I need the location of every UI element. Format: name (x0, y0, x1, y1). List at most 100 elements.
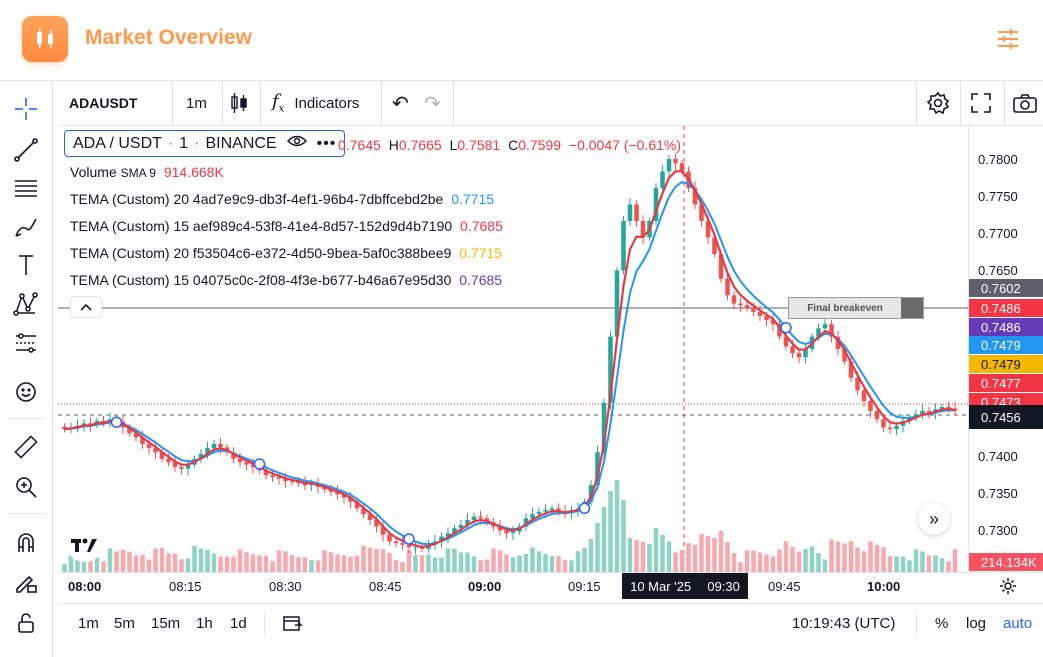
tradingview-logo[interactable] (66, 528, 104, 562)
price-tag: 0.7479 (969, 336, 1043, 354)
volume-bar (504, 554, 509, 572)
indicator-value: 0.7715 (451, 191, 495, 207)
interval-button[interactable]: 1m (186, 94, 207, 112)
indicator-row[interactable]: TEMA (Custom) 15 aef989c4-53f8-41e4-8d57… (70, 218, 503, 234)
auto-toggle[interactable]: auto (1003, 615, 1033, 632)
indicator-row[interactable]: TEMA (Custom) 20 4ad7e9c9-db3f-4ef1-96b4… (70, 191, 494, 207)
brush-icon[interactable] (10, 211, 42, 243)
range-1d[interactable]: 1d (230, 615, 247, 632)
date-range-icon[interactable] (283, 614, 303, 637)
signal-marker (578, 502, 591, 515)
forecast-icon[interactable] (10, 327, 42, 359)
volume-bar (224, 556, 230, 572)
indicators-button[interactable]: fx Indicators (272, 81, 359, 125)
volume-bar (829, 539, 834, 572)
volume-bar (413, 555, 418, 572)
time-axis[interactable] (58, 572, 1043, 602)
range-1m[interactable]: 1m (78, 615, 99, 632)
volume-bar (686, 543, 691, 572)
volume-bar (582, 547, 587, 572)
volume-bar (718, 531, 724, 572)
volume-bar (816, 553, 821, 572)
volume-bar (803, 549, 808, 572)
range-5m[interactable]: 5m (114, 615, 135, 632)
zoom-in-icon[interactable] (10, 471, 42, 503)
candle-body (536, 511, 542, 515)
eye-icon[interactable] (286, 134, 307, 153)
indicator-value: 0.7715 (459, 245, 503, 261)
camera-icon[interactable] (1012, 81, 1038, 125)
volume-bar (133, 555, 139, 572)
interval-label: 1 (179, 134, 189, 152)
candle-body (653, 187, 659, 221)
candle-body (751, 307, 756, 312)
volume-bar (315, 560, 321, 572)
text-icon[interactable] (10, 249, 42, 281)
lock-icon[interactable] (10, 607, 42, 639)
candle-body (926, 410, 932, 413)
volume-bar (725, 542, 730, 572)
volume-bar (62, 564, 67, 572)
fib-retracement-icon[interactable] (10, 172, 42, 204)
range-1h[interactable]: 1h (196, 615, 213, 632)
volume-bar (263, 555, 269, 572)
gear-icon[interactable] (926, 81, 950, 125)
log-toggle[interactable]: log (966, 615, 987, 632)
candle-body (822, 324, 828, 329)
price-chart[interactable] (58, 126, 968, 572)
toolbar-divider (916, 612, 917, 636)
price-tag: 0.7486 (969, 299, 1043, 317)
candle-body (296, 481, 301, 483)
candle-body (452, 528, 457, 534)
volume-bar (796, 551, 802, 572)
volume-bar (835, 541, 841, 572)
chart-pane[interactable] (58, 126, 968, 572)
volume-bar (393, 560, 399, 572)
candle-body (361, 508, 366, 515)
candle-body (692, 187, 698, 205)
candle-body (62, 426, 67, 430)
indicator-row[interactable]: TEMA (Custom) 20 f53504c6-e372-4d50-9bea… (70, 245, 502, 261)
toolbar-divider (916, 81, 917, 125)
candle-body (614, 270, 620, 337)
ruler-icon[interactable] (10, 431, 42, 463)
breakeven-label: Final breakeven (788, 297, 924, 319)
collapse-legend-button[interactable] (70, 296, 102, 318)
volume-bar (244, 552, 249, 572)
candle-body (211, 443, 217, 449)
crosshair-icon[interactable] (10, 93, 42, 125)
crosshair-time: 09:30 (707, 578, 740, 594)
candle-body (270, 475, 275, 478)
fullscreen-icon[interactable] (970, 81, 992, 125)
volume-bar (146, 559, 152, 572)
volume-bar (510, 557, 516, 572)
price-axis[interactable] (968, 126, 1043, 572)
more-icon[interactable]: ••• (316, 134, 337, 152)
indicator-row[interactable]: TEMA (Custom) 15 04075c0c-2f08-4f3e-b677… (70, 272, 502, 288)
toolbar-divider (1004, 81, 1005, 125)
clock-utc[interactable]: 10:19:43 (UTC) (792, 615, 896, 632)
breakeven-text: Final breakeven (807, 302, 883, 314)
candle-body (673, 159, 678, 164)
candle-body (218, 443, 223, 448)
symbol-title[interactable]: ADA / USDT · 1 · BINANCE ••• (64, 130, 346, 157)
candles-icon[interactable] (228, 81, 250, 125)
redo-icon[interactable]: ↷ (424, 92, 441, 115)
range-15m[interactable]: 15m (151, 615, 181, 632)
smiley-icon[interactable] (10, 376, 42, 408)
pattern-icon[interactable] (10, 288, 42, 320)
toolbar-divider (453, 81, 454, 125)
symbol-search[interactable]: ADAUSDT (69, 95, 138, 111)
candle-body (471, 516, 477, 520)
volume-legend: Volume SMA 9 914.668K (70, 164, 224, 180)
trend-line-icon[interactable] (10, 134, 42, 166)
candle-body (634, 204, 639, 221)
pencil-lock-icon[interactable] (10, 566, 42, 598)
sliders-icon[interactable] (995, 26, 1021, 52)
magnet-icon[interactable] (10, 527, 42, 559)
axis-settings-icon[interactable] (998, 576, 1018, 601)
undo-icon[interactable]: ↶ (392, 92, 409, 115)
candle-body (263, 470, 269, 476)
percent-toggle[interactable]: % (935, 615, 949, 632)
scroll-to-realtime-button[interactable]: » (918, 503, 950, 535)
